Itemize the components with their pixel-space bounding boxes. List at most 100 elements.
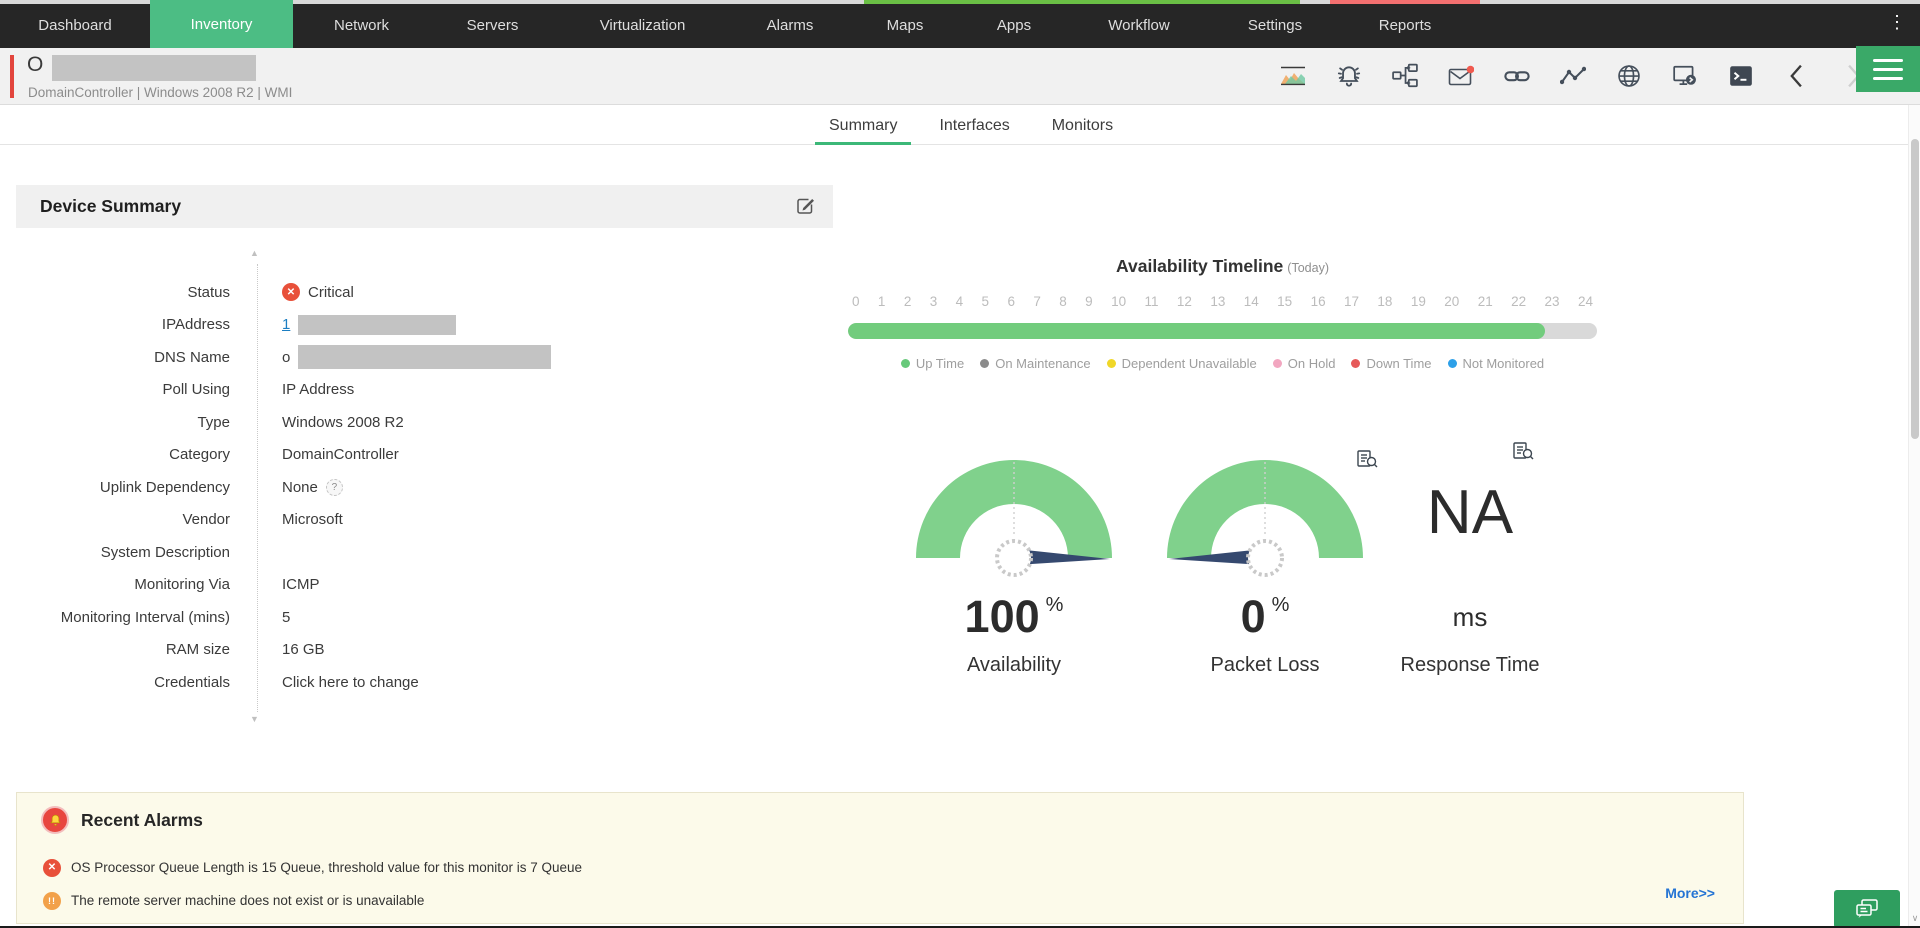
report-icon[interactable]	[1512, 440, 1534, 462]
remote-session-icon[interactable]	[1672, 63, 1698, 89]
tab-interfaces[interactable]: Interfaces	[939, 117, 1010, 134]
status-text: Critical	[308, 283, 354, 301]
gauge-response-time: NA ms Response Time	[1360, 438, 1580, 684]
legend-dot	[1351, 359, 1361, 368]
field-value: 5	[282, 609, 290, 626]
nav-item-settings[interactable]: Settings	[1247, 17, 1303, 34]
legend-item: On Hold	[1272, 356, 1336, 371]
field-label: Credentials	[154, 673, 230, 691]
nav-item-apps[interactable]: Apps	[996, 17, 1032, 34]
tab-summary[interactable]: Summary	[815, 105, 912, 145]
workflow-icon[interactable]	[1392, 63, 1418, 89]
hour-tick: 4	[955, 294, 964, 309]
fields-divider	[257, 264, 258, 712]
legend-item: Up Time	[900, 356, 964, 371]
scrollbar-thumb[interactable]	[1911, 139, 1919, 439]
terminal-icon[interactable]	[1728, 63, 1754, 89]
ip-redaction	[298, 314, 457, 335]
device-summary-header: Device Summary	[16, 185, 833, 228]
device-tabs-bar: Summary Interfaces Monitors	[0, 105, 1908, 145]
uptime-fill	[848, 323, 1545, 339]
gauge-number: 100	[964, 591, 1040, 642]
legend-label: Down Time	[1366, 356, 1432, 371]
field-label: Type	[197, 413, 230, 431]
hour-tick: 24	[1577, 294, 1593, 309]
ip-address-link[interactable]: 1	[282, 316, 291, 334]
nav-item-workflow[interactable]: Workflow	[1108, 17, 1170, 34]
gauge-unit: %	[1045, 593, 1064, 616]
fields-scroll-up-icon[interactable]: ▲	[250, 248, 259, 258]
field-label: Category	[169, 446, 230, 464]
alarms-more-link[interactable]: More>>	[1665, 885, 1715, 901]
field-row: Credentials Click here to change	[16, 666, 736, 699]
window-bottom-edge	[0, 926, 1920, 928]
nav-item-maps[interactable]: Maps	[886, 17, 924, 34]
gauge-packet-loss: 0% Packet Loss	[1155, 438, 1375, 684]
alarm-bell-badge-icon	[41, 806, 69, 834]
critical-status-icon: ✕	[282, 283, 300, 302]
hour-tick: 1	[877, 294, 886, 309]
legend-label: Dependent Unavailable	[1121, 356, 1257, 371]
legend-dot	[1106, 359, 1116, 368]
line-graph-icon[interactable]	[1560, 63, 1586, 89]
hour-tick: 18	[1377, 294, 1393, 309]
field-label: System Description	[100, 543, 230, 561]
menu-hamburger-icon[interactable]	[1856, 46, 1920, 92]
availability-timeline-bar[interactable]	[848, 323, 1597, 339]
hour-tick: 12	[1176, 294, 1192, 309]
field-value: Windows 2008 R2	[282, 414, 404, 431]
scrollbar-down-icon[interactable]: ∨	[1911, 913, 1919, 923]
alarm-message: OS Processor Queue Length is 15 Queue, t…	[71, 860, 583, 875]
hour-tick: 6	[1007, 294, 1015, 309]
report-icon[interactable]	[1356, 448, 1378, 470]
field-row: Uplink Dependency None?	[16, 471, 736, 504]
alarm-list: ✕ OS Processor Queue Length is 15 Queue, …	[43, 851, 582, 917]
nav-item-network[interactable]: Network	[333, 17, 389, 34]
hour-tick: 11	[1144, 294, 1159, 309]
strip-red-segment	[1330, 0, 1480, 4]
fields-scroll-down-icon[interactable]: ▼	[250, 714, 259, 724]
link-icon[interactable]	[1504, 63, 1530, 89]
legend-label: On Hold	[1287, 356, 1336, 371]
field-label: Monitoring Via	[134, 576, 230, 594]
page-scrollbar[interactable]: ∨	[1908, 105, 1920, 928]
nav-item-dashboard[interactable]: Dashboard	[38, 17, 112, 34]
recent-alarms-title: Recent Alarms	[81, 810, 203, 830]
tab-monitors[interactable]: Monitors	[1051, 117, 1114, 134]
field-text: Microsoft	[282, 511, 343, 529]
nav-item-virtualization[interactable]: Virtualization	[599, 17, 686, 34]
hour-tick: 17	[1344, 294, 1360, 309]
dns-name-text: o	[282, 348, 291, 366]
globe-icon[interactable]	[1616, 63, 1642, 89]
hour-tick: 14	[1243, 294, 1259, 309]
help-icon[interactable]: ?	[325, 478, 343, 496]
alarm-row[interactable]: !! The remote server machine does not exi…	[43, 884, 582, 917]
device-tabs: Summary Interfaces Monitors	[815, 105, 1127, 145]
status-accent-bar	[10, 55, 14, 98]
nav-item-inventory[interactable]: Inventory	[150, 0, 293, 48]
performance-chart-icon[interactable]	[1280, 63, 1306, 89]
alarm-bell-icon[interactable]	[1336, 63, 1362, 89]
timeline-hour-scale: 0 1 2 3 4 5 6 7 8 9 10 11 12 13 14 15 16 17 18 19 20 21 22 23 24	[848, 294, 1597, 309]
nav-item-reports[interactable]: Reports	[1378, 17, 1432, 34]
gauge-unit: %	[1271, 593, 1290, 616]
gauge-unit-row: ms	[1360, 586, 1580, 648]
field-value: 16 GB	[282, 641, 325, 658]
nav-item-servers[interactable]: Servers	[466, 17, 519, 34]
edit-icon[interactable]	[795, 196, 815, 216]
field-row: Category DomainController	[16, 439, 736, 472]
nav-overflow-kebab-icon[interactable]: ⋮	[1888, 11, 1906, 32]
prev-chevron-icon[interactable]	[1784, 63, 1810, 89]
field-row: Status ✕ Critical	[16, 276, 736, 309]
field-value: ✕ Critical	[282, 283, 354, 302]
credentials-change-link[interactable]: Click here to change	[282, 673, 419, 691]
gauge-dial	[904, 438, 1124, 586]
attention-severity-icon: !!	[43, 891, 61, 910]
mail-icon[interactable]	[1448, 63, 1474, 89]
nav-item-alarms[interactable]: Alarms	[766, 17, 814, 34]
field-label: Status	[187, 283, 230, 301]
gauge-label: Response Time	[1400, 654, 1540, 676]
alarm-row[interactable]: ✕ OS Processor Queue Length is 15 Queue, …	[43, 851, 582, 884]
hour-tick: 7	[1033, 294, 1041, 309]
chat-button[interactable]	[1834, 890, 1900, 928]
